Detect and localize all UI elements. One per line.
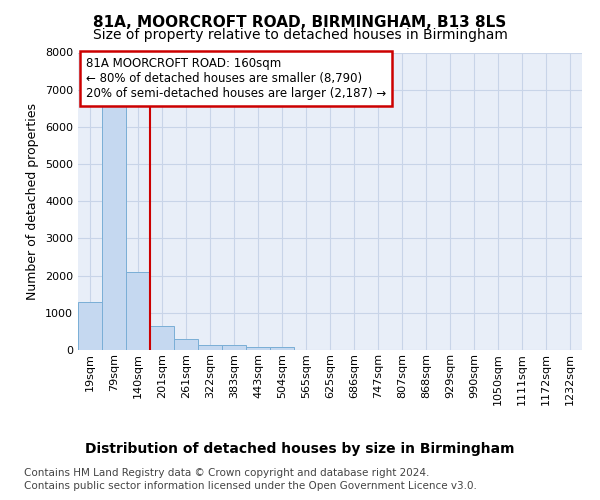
Bar [126,272,150,350]
Text: 81A MOORCROFT ROAD: 160sqm
← 80% of detached houses are smaller (8,790)
20% of s: 81A MOORCROFT ROAD: 160sqm ← 80% of deta… [86,57,386,100]
Text: 81A, MOORCROFT ROAD, BIRMINGHAM, B13 8LS: 81A, MOORCROFT ROAD, BIRMINGHAM, B13 8LS [94,15,506,30]
Text: Distribution of detached houses by size in Birmingham: Distribution of detached houses by size … [85,442,515,456]
Bar [102,104,126,350]
Bar [246,347,270,350]
Text: Contains public sector information licensed under the Open Government Licence v3: Contains public sector information licen… [24,481,477,491]
Bar [78,302,102,350]
Bar [198,345,222,350]
Bar [270,347,294,350]
Y-axis label: Number of detached properties: Number of detached properties [26,103,40,300]
Bar [222,345,246,350]
Text: Size of property relative to detached houses in Birmingham: Size of property relative to detached ho… [92,28,508,42]
Bar [174,339,198,350]
Bar [150,326,174,350]
Text: Contains HM Land Registry data © Crown copyright and database right 2024.: Contains HM Land Registry data © Crown c… [24,468,430,477]
